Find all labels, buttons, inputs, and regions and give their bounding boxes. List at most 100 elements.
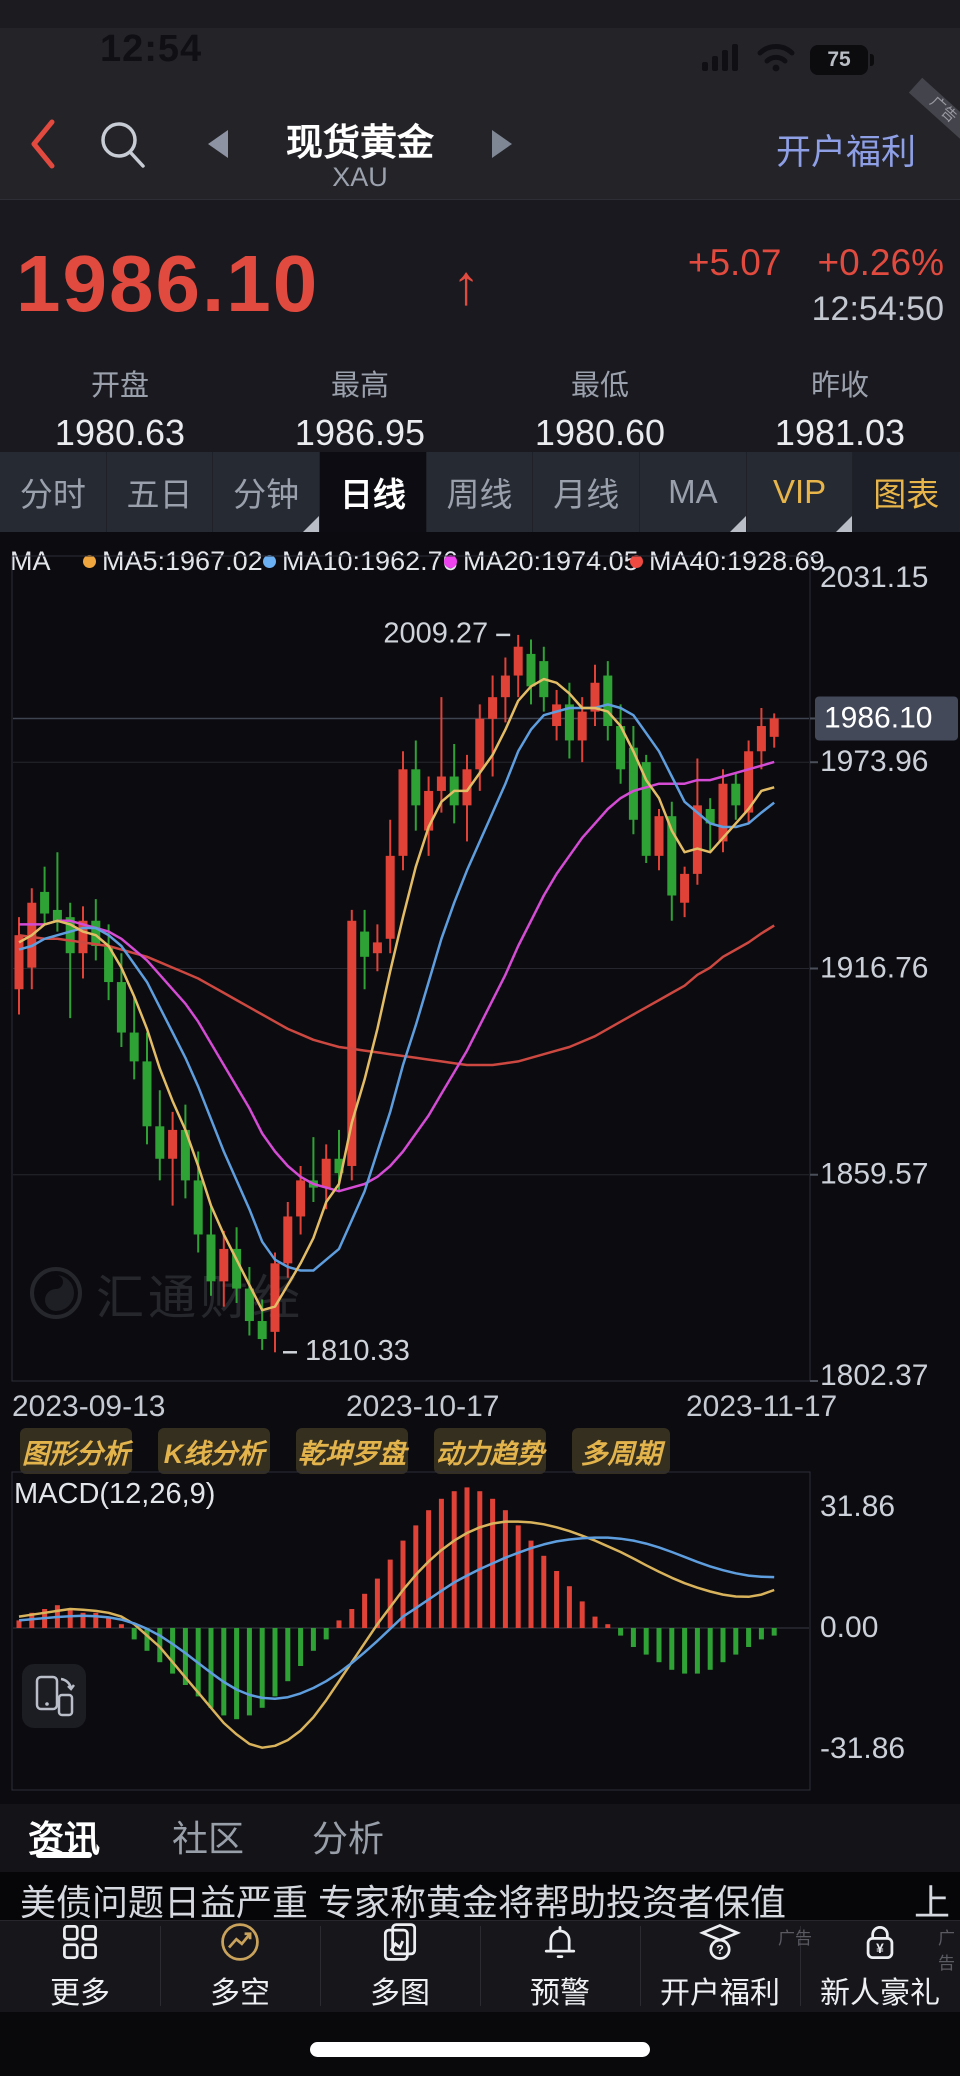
back-button[interactable] (26, 118, 60, 175)
nav-long-short[interactable]: 多空 (160, 1920, 320, 2012)
active-tab-underline (36, 1852, 92, 1858)
news-headline-partial: 上 (913, 1882, 950, 1922)
nav-more[interactable]: 更多 (0, 1920, 160, 2012)
grid-icon (63, 1925, 97, 1959)
svg-text:¥: ¥ (876, 1941, 884, 1956)
quote-stats: 开盘 1980.63 最高 1986.95 最低 1980.60 昨收 1981… (0, 362, 960, 454)
ma-legend-prefix: MA (10, 546, 51, 576)
account-benefit-link[interactable]: 开户福利 (776, 133, 917, 172)
top-background (0, 0, 960, 200)
nav-ad-tag: 广告 (778, 1929, 812, 1948)
last-price: 1986.10 (16, 239, 320, 328)
symbol-code: XAU (332, 162, 388, 192)
price-change: +5.07 (687, 242, 782, 283)
ma40-dot-icon (630, 555, 643, 568)
svg-text:2009.27: 2009.27 (383, 618, 488, 650)
dropdown-corner-icon (303, 516, 320, 532)
status-top-band (0, 0, 960, 28)
svg-text:31.86: 31.86 (820, 1490, 895, 1523)
ma-legend: MA MA5:1967.02 MA10:1962.76 MA20:1974.05… (0, 546, 960, 580)
tab-weekly[interactable]: 周线 (426, 452, 534, 532)
home-indicator[interactable] (310, 2042, 650, 2057)
ma10-dot-icon (263, 555, 276, 568)
period-tab-bar: 分时 五日 分钟 日线 周线 月线 MA VIP 图表 (0, 452, 960, 532)
svg-text:1916.76: 1916.76 (820, 951, 928, 984)
svg-text:1859.57: 1859.57 (820, 1158, 928, 1191)
price-up-arrow-icon: ↑ (452, 253, 480, 316)
tab-chart[interactable]: 图表 (853, 452, 960, 532)
account-benefit-icon: ? (699, 1924, 741, 1960)
macd-chart[interactable]: 31.86 0.00 -31.86 (0, 1464, 960, 1800)
page-title: 现货黄金 (286, 122, 434, 163)
tab-minute[interactable]: 分钟 (213, 452, 321, 532)
svg-text:1986.10: 1986.10 (824, 701, 932, 734)
nav-ad-tag: 广告 (938, 1929, 955, 1973)
long-short-icon (221, 1923, 259, 1961)
nav-account-benefit[interactable]: ? 开户福利 (640, 1920, 800, 2012)
header-divider (0, 199, 960, 200)
kline-analysis-button[interactable]: K线分析 (158, 1428, 270, 1474)
tab-community[interactable]: 社区 (172, 1818, 245, 1859)
tab-daily[interactable]: 日线 (320, 452, 427, 532)
ma40-legend: MA40:1928.69 (630, 546, 825, 577)
compass-button[interactable]: 乾坤罗盘 (296, 1428, 408, 1474)
rotate-screen-button[interactable] (22, 1664, 86, 1728)
watermark: 汇通财经 (28, 1258, 304, 1328)
tab-analysis[interactable]: 分析 (312, 1818, 385, 1859)
tab-vip[interactable]: VIP (746, 452, 854, 532)
watermark-logo-icon (30, 1267, 82, 1319)
ma20-legend: MA20:1974.05 (444, 546, 639, 577)
candlestick-chart[interactable]: 2009.27 1810.33 2031.15 1986.10 1973.96 1916.… (0, 540, 960, 1440)
svg-text:1810.33: 1810.33 (305, 1335, 410, 1367)
ma5-legend: MA5:1967.02 (83, 546, 263, 577)
news-list: 美债问题日益严重 专家称黄金将帮助投资者保值 上 (0, 1872, 960, 1922)
nav-newbie-gift[interactable]: ¥ 新人豪礼 (800, 1920, 960, 2012)
graph-analysis-button[interactable]: 图形分析 (20, 1428, 132, 1474)
status-time: 12:54 (100, 28, 203, 70)
price-change-percent: +0.26% (817, 242, 944, 283)
nav-multi-chart[interactable]: 多图 (320, 1920, 480, 2012)
rotate-phone-icon (35, 1675, 75, 1717)
date-label: 2023-11-17 (686, 1390, 838, 1423)
tab-monthly[interactable]: 月线 (533, 452, 641, 532)
prev-symbol-icon[interactable] (208, 130, 228, 158)
wifi-icon (756, 42, 796, 77)
svg-text:2031.15: 2031.15 (820, 561, 928, 594)
stat-low: 最低 1980.60 (534, 370, 666, 453)
macd-params-label: MACD(12,26,9) (14, 1478, 216, 1510)
date-label: 2023-10-17 (346, 1390, 500, 1423)
battery-icon: 75 (810, 44, 874, 75)
ma20-dot-icon (444, 555, 457, 568)
nav-alert[interactable]: 预警 (480, 1920, 640, 2012)
battery-level: 75 (827, 47, 851, 71)
stat-open: 开盘 1980.63 (54, 370, 186, 453)
status-icons: 75 (702, 42, 874, 77)
svg-text:1973.96: 1973.96 (820, 745, 928, 778)
multi-period-button[interactable]: 多周期 (572, 1428, 670, 1474)
quote-panel (0, 200, 960, 452)
stat-prev-close: 昨收 1981.03 (774, 370, 906, 453)
quote-time: 12:54:50 (811, 290, 944, 328)
dropdown-corner-icon (836, 516, 853, 532)
tab-five-day[interactable]: 五日 (106, 452, 214, 532)
tab-time-share[interactable]: 分时 (0, 452, 107, 532)
alert-bell-icon (544, 1925, 576, 1959)
signal-icon (702, 42, 742, 77)
search-icon[interactable] (96, 118, 150, 177)
svg-text:0.00: 0.00 (820, 1611, 878, 1644)
tab-ma[interactable]: MA (640, 452, 747, 532)
analysis-button-row: 图形分析 K线分析 乾坤罗盘 动力趋势 多周期 (0, 1428, 960, 1476)
momentum-trend-button[interactable]: 动力趋势 (434, 1428, 546, 1474)
content-tab-bar (0, 1804, 960, 1872)
multi-chart-icon (383, 1923, 417, 1961)
svg-text:-31.86: -31.86 (820, 1732, 905, 1765)
stat-high: 最高 1986.95 (294, 370, 426, 453)
dropdown-corner-icon (729, 516, 746, 532)
newbie-gift-icon: ¥ (866, 1926, 894, 1959)
news-headline[interactable]: 美债问题日益严重 专家称黄金将帮助投资者保值 上 (20, 1874, 950, 1922)
ma5-dot-icon (83, 555, 96, 568)
next-symbol-icon[interactable] (492, 130, 512, 158)
svg-text:?: ? (716, 1942, 724, 1957)
date-label: 2023-09-13 (12, 1390, 166, 1423)
